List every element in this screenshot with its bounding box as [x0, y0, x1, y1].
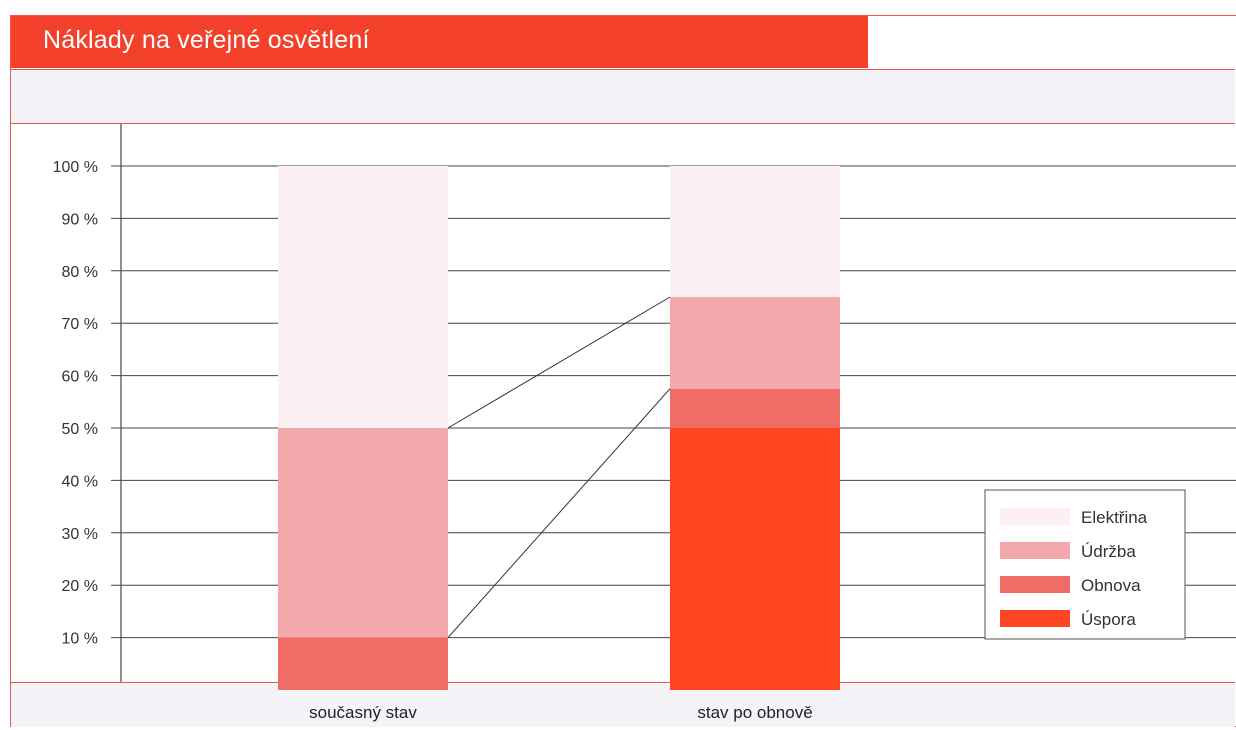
bar-uspora-2	[670, 428, 840, 690]
legend-swatch-uspora	[1000, 610, 1070, 627]
y-tick-labels: 10 % 20 % 30 % 40 % 50 % 60 % 70 % 80 % 90 % 100 …	[53, 159, 98, 648]
bar-obnova-2	[670, 388, 840, 428]
legend-label-udrzba: Údržba	[1081, 542, 1136, 561]
legend-label-obnova: Obnova	[1081, 576, 1141, 595]
legend-swatch-elektrina	[1000, 508, 1070, 525]
category-label-2: stav po obnově	[697, 703, 812, 722]
y-tick-label: 20 %	[62, 578, 98, 595]
bars	[278, 166, 840, 690]
category-labels: současný stav stav po obnově	[309, 703, 813, 722]
legend-swatch-udrzba	[1000, 542, 1070, 559]
bar-udrzba-1	[278, 428, 448, 638]
legend: Elektřina Údržba Obnova Úspora	[984, 489, 1186, 640]
subtitle-band	[11, 69, 1235, 124]
bar-udrzba-2	[670, 297, 840, 389]
connector-obnova	[447, 388, 671, 638]
bar-elektrina-1	[278, 166, 448, 428]
y-tick-label: 40 %	[62, 473, 98, 490]
legend-label-uspora: Úspora	[1081, 610, 1136, 629]
y-tick-label: 50 %	[62, 421, 98, 438]
y-tick-label: 70 %	[62, 316, 98, 333]
category-band	[11, 682, 1235, 727]
bar-elektrina-2	[670, 166, 840, 297]
title-bar: Náklady na veřejné osvětlení	[11, 16, 868, 68]
y-tick-label: 30 %	[62, 526, 98, 543]
legend-swatch-obnova	[1000, 576, 1070, 593]
y-tick-label: 90 %	[62, 211, 98, 228]
connector-lines	[447, 296, 671, 638]
y-tick-label: 80 %	[62, 264, 98, 281]
category-label-1: současný stav	[309, 703, 417, 722]
y-tick-label: 100 %	[53, 159, 98, 176]
connector-udrzba	[447, 296, 671, 429]
bar-obnova-1	[278, 637, 448, 690]
y-tick-label: 10 %	[62, 631, 98, 648]
y-tick-label: 60 %	[62, 369, 98, 386]
legend-label-elektrina: Elektřina	[1081, 508, 1148, 527]
chart-title: Náklady na veřejné osvětlení	[43, 26, 370, 54]
